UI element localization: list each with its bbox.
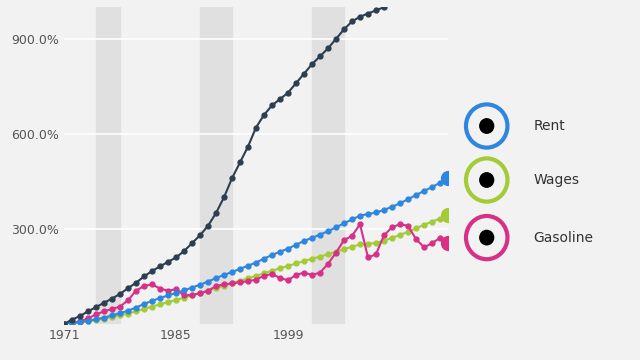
Bar: [312, 7, 344, 324]
Circle shape: [480, 119, 493, 133]
Text: Gasoline: Gasoline: [533, 231, 593, 244]
Circle shape: [480, 173, 493, 187]
Text: Rent: Rent: [533, 119, 565, 133]
Bar: [96, 7, 120, 324]
Circle shape: [480, 230, 493, 245]
Bar: [200, 7, 232, 324]
Text: Wages: Wages: [533, 173, 579, 187]
